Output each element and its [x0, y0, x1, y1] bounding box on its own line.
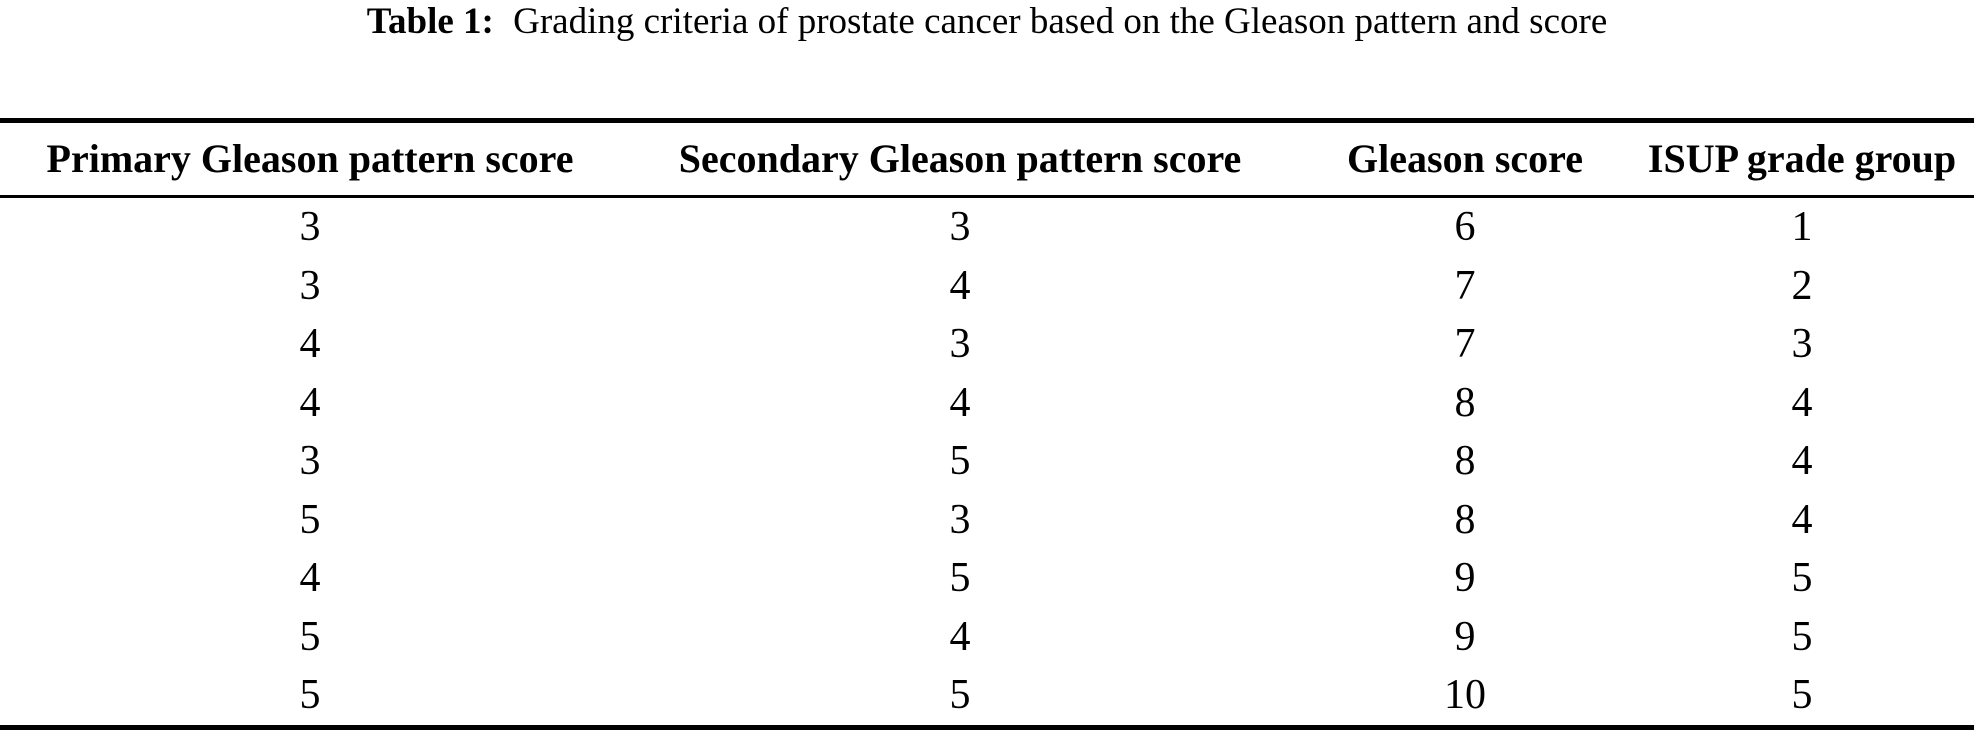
- cell-secondary-pattern: 3: [949, 496, 971, 543]
- cell-gleason-score: 6: [1454, 204, 1476, 251]
- cell-secondary-pattern: 3: [949, 321, 971, 368]
- header-isup-grade-group: ISUP grade group: [1630, 120, 1974, 198]
- table-caption: Table 1: Grading criteria of prostate ca…: [0, 1, 1974, 43]
- cell-primary-pattern: 5: [299, 672, 321, 719]
- table-row: 3 5 8 4: [0, 432, 1974, 491]
- header-row: Primary Gleason pattern score Secondary …: [0, 120, 1974, 198]
- cell-secondary-pattern: 4: [949, 262, 971, 309]
- table-row: 4 3 7 3: [0, 315, 1974, 374]
- cell-primary-pattern: 5: [299, 613, 321, 660]
- cell-gleason-score: 7: [1454, 262, 1476, 309]
- cell-primary-pattern: 4: [299, 321, 321, 368]
- table-row: 5 3 8 4: [0, 491, 1974, 550]
- cell-gleason-score: 8: [1454, 496, 1476, 543]
- table-row: 4 5 9 5: [0, 549, 1974, 608]
- cell-isup-grade: 5: [1791, 613, 1813, 660]
- cell-secondary-pattern: 4: [949, 379, 971, 426]
- header-gleason-score: Gleason score: [1300, 120, 1630, 198]
- cell-secondary-pattern: 5: [949, 438, 971, 485]
- cell-primary-pattern: 5: [299, 496, 321, 543]
- cell-secondary-pattern: 4: [949, 613, 971, 660]
- cell-secondary-pattern: 5: [949, 672, 971, 719]
- table-row: 3 4 7 2: [0, 257, 1974, 316]
- cell-primary-pattern: 4: [299, 379, 321, 426]
- cell-primary-pattern: 3: [299, 438, 321, 485]
- cell-gleason-score: 7: [1454, 321, 1476, 368]
- table-row: 3 3 6 1: [0, 197, 1974, 257]
- table-caption-label: Table 1:: [366, 1, 494, 42]
- cell-gleason-score: 9: [1454, 613, 1476, 660]
- table-row: 5 4 9 5: [0, 608, 1974, 667]
- cell-primary-pattern: 4: [299, 555, 321, 602]
- cell-isup-grade: 1: [1791, 204, 1813, 251]
- cell-primary-pattern: 3: [299, 204, 321, 251]
- cell-gleason-score: 8: [1454, 379, 1476, 426]
- table-row: 4 4 8 4: [0, 374, 1974, 433]
- cell-secondary-pattern: 3: [949, 204, 971, 251]
- header-primary-gleason-pattern-score: Primary Gleason pattern score: [0, 120, 620, 198]
- cell-gleason-score: 10: [1444, 672, 1486, 719]
- header-secondary-gleason-pattern-score: Secondary Gleason pattern score: [620, 120, 1300, 198]
- cell-gleason-score: 9: [1454, 555, 1476, 602]
- cell-primary-pattern: 3: [299, 262, 321, 309]
- table-row: 5 5 10 5: [0, 666, 1974, 727]
- cell-isup-grade: 4: [1791, 438, 1813, 485]
- cell-isup-grade: 5: [1791, 672, 1813, 719]
- cell-isup-grade: 2: [1791, 262, 1813, 309]
- cell-isup-grade: 3: [1791, 321, 1813, 368]
- gleason-grading-table: Primary Gleason pattern score Secondary …: [0, 118, 1974, 730]
- table-caption-text: Grading criteria of prostate cancer base…: [513, 1, 1608, 42]
- cell-secondary-pattern: 5: [949, 555, 971, 602]
- cell-isup-grade: 4: [1791, 379, 1813, 426]
- cell-isup-grade: 5: [1791, 555, 1813, 602]
- cell-isup-grade: 4: [1791, 496, 1813, 543]
- cell-gleason-score: 8: [1454, 438, 1476, 485]
